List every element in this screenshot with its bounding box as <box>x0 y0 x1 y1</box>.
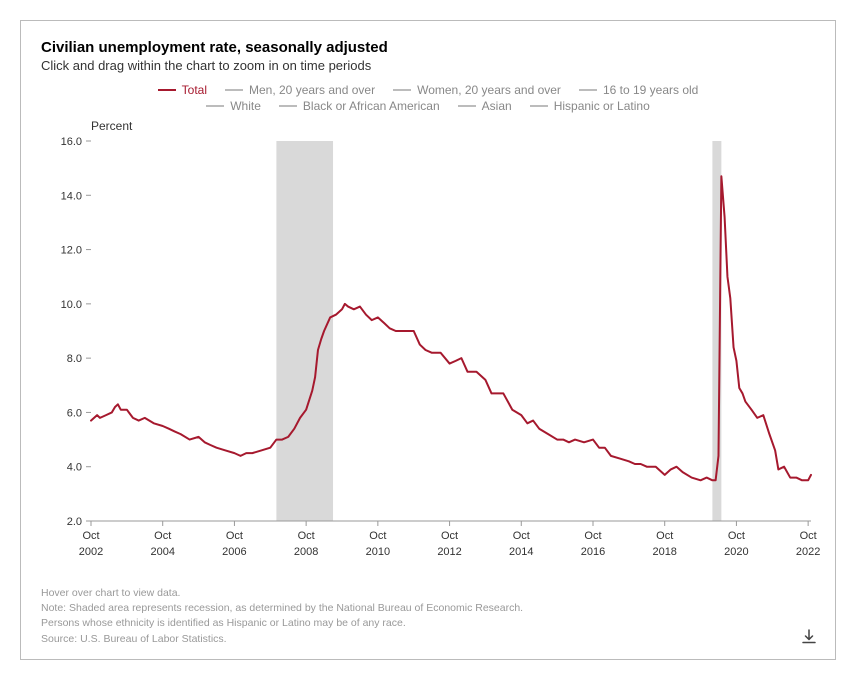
footnote-line: Hover over chart to view data. <box>41 586 815 601</box>
x-tick-month: Oct <box>584 530 601 542</box>
legend-swatch <box>530 105 548 107</box>
y-tick-label: 14.0 <box>61 190 82 202</box>
x-tick-month: Oct <box>369 530 386 542</box>
legend-label: Hispanic or Latino <box>554 99 650 113</box>
legend-item[interactable]: Asian <box>458 99 512 113</box>
x-tick-month: Oct <box>800 530 817 542</box>
legend-swatch <box>225 89 243 91</box>
legend-item[interactable]: Men, 20 years and over <box>225 83 375 97</box>
legend-label: Women, 20 years and over <box>417 83 561 97</box>
legend-item[interactable]: Black or African American <box>279 99 440 113</box>
footnote-line: Persons whose ethnicity is identified as… <box>41 616 815 631</box>
legend-swatch <box>393 89 411 91</box>
legend-item[interactable]: Total <box>158 83 207 97</box>
x-tick-month: Oct <box>656 530 673 542</box>
x-tick-year: 2004 <box>150 546 174 558</box>
legend-swatch <box>158 89 176 91</box>
x-tick-year: 2006 <box>222 546 246 558</box>
series-line <box>91 176 811 480</box>
y-tick-label: 6.0 <box>67 407 82 419</box>
y-tick-label: 12.0 <box>61 245 82 257</box>
legend-item[interactable]: 16 to 19 years old <box>579 83 698 97</box>
x-tick-month: Oct <box>82 530 99 542</box>
legend-label: Total <box>182 83 207 97</box>
line-chart-svg[interactable]: 2.0 4.0 6.0 8.0 10.0 12.0 14.0 16.0 Oct 2002 Oct 20… <box>41 135 821 567</box>
x-tick-year: 2014 <box>509 546 533 558</box>
legend-item[interactable]: Hispanic or Latino <box>530 99 650 113</box>
chart-subtitle: Click and drag within the chart to zoom … <box>41 58 815 73</box>
x-tick-month: Oct <box>298 530 315 542</box>
legend-label: Black or African American <box>303 99 440 113</box>
legend-label: 16 to 19 years old <box>603 83 698 97</box>
legend-label: White <box>230 99 261 113</box>
legend-label: Men, 20 years and over <box>249 83 375 97</box>
chart-plot-area[interactable]: 2.0 4.0 6.0 8.0 10.0 12.0 14.0 16.0 Oct 2002 Oct 20… <box>41 135 815 572</box>
y-tick-label: 16.0 <box>61 136 82 148</box>
x-tick-year: 2022 <box>796 546 820 558</box>
x-tick-month: Oct <box>728 530 745 542</box>
x-tick-month: Oct <box>226 530 243 542</box>
x-tick-year: 2012 <box>437 546 461 558</box>
chart-legend: Total Men, 20 years and over Women, 20 yea… <box>41 83 815 115</box>
y-tick-label: 4.0 <box>67 462 82 474</box>
y-tick-label: 8.0 <box>67 353 82 365</box>
legend-swatch <box>458 105 476 107</box>
y-axis-title: Percent <box>91 119 815 133</box>
x-tick-year: 2020 <box>724 546 748 558</box>
x-tick-year: 2018 <box>652 546 676 558</box>
x-tick-month: Oct <box>513 530 530 542</box>
x-tick-year: 2002 <box>79 546 103 558</box>
legend-item[interactable]: Women, 20 years and over <box>393 83 561 97</box>
legend-swatch <box>579 89 597 91</box>
x-tick-year: 2008 <box>294 546 318 558</box>
footnote-line: Note: Shaded area represents recession, … <box>41 601 815 616</box>
chart-card: Civilian unemployment rate, seasonally a… <box>20 20 836 660</box>
y-tick-label: 10.0 <box>61 299 82 311</box>
chart-footnotes: Hover over chart to view data.Note: Shad… <box>41 586 815 647</box>
legend-swatch <box>206 105 224 107</box>
download-icon[interactable] <box>801 629 817 645</box>
legend-label: Asian <box>482 99 512 113</box>
footnote-line: Source: U.S. Bureau of Labor Statistics. <box>41 632 815 647</box>
legend-item[interactable]: White <box>206 99 261 113</box>
x-tick-year: 2016 <box>581 546 605 558</box>
x-tick-year: 2010 <box>366 546 390 558</box>
x-tick-month: Oct <box>441 530 458 542</box>
chart-title: Civilian unemployment rate, seasonally a… <box>41 39 815 56</box>
x-tick-month: Oct <box>154 530 171 542</box>
legend-swatch <box>279 105 297 107</box>
y-tick-label: 2.0 <box>67 516 82 528</box>
